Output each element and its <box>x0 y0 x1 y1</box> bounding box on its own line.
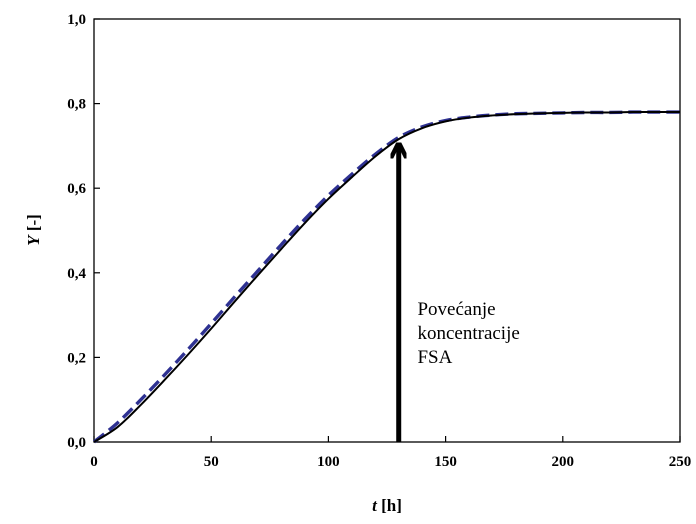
annotation-text: Povećanje koncentracije FSA <box>417 299 524 368</box>
x-axis-variable: t <box>372 496 378 515</box>
y-tick-label: 0,2 <box>67 350 86 366</box>
y-tick-label: 0,6 <box>67 181 86 197</box>
x-tick-label: 150 <box>434 454 457 470</box>
y-tick-label: 1,0 <box>67 12 86 28</box>
y-tick-label: 0,8 <box>67 97 86 113</box>
plot-area <box>93 18 681 443</box>
y-axis-label: Y [-] <box>24 214 43 246</box>
series-line-solid <box>93 111 680 443</box>
x-tick-label: 0 <box>90 454 98 470</box>
y-axis-unit: [-] <box>24 214 43 235</box>
annotation-line-2: koncentracije <box>417 323 519 344</box>
x-axis-label: t [h] <box>372 496 402 515</box>
x-tick-label: 50 <box>204 454 219 470</box>
annotation-line-3: FSA <box>417 347 452 368</box>
y-axis-tick-labels: 0,0 0,2 0,4 0,6 0,8 1,0 <box>67 12 86 451</box>
y-axis-ticks <box>94 18 100 443</box>
x-axis-tick-labels: 0 50 100 150 200 250 <box>90 454 691 470</box>
annotation-line-1: Povećanje <box>417 299 495 320</box>
y-axis-variable: Y <box>24 234 43 246</box>
x-tick-label: 250 <box>669 454 692 470</box>
y-tick-label: 0,0 <box>67 435 86 451</box>
series-layer <box>92 110 680 444</box>
x-tick-label: 100 <box>317 454 340 470</box>
x-axis-unit: [h] <box>377 496 402 515</box>
y-tick-label: 0,4 <box>67 266 86 282</box>
x-tick-label: 200 <box>552 454 575 470</box>
